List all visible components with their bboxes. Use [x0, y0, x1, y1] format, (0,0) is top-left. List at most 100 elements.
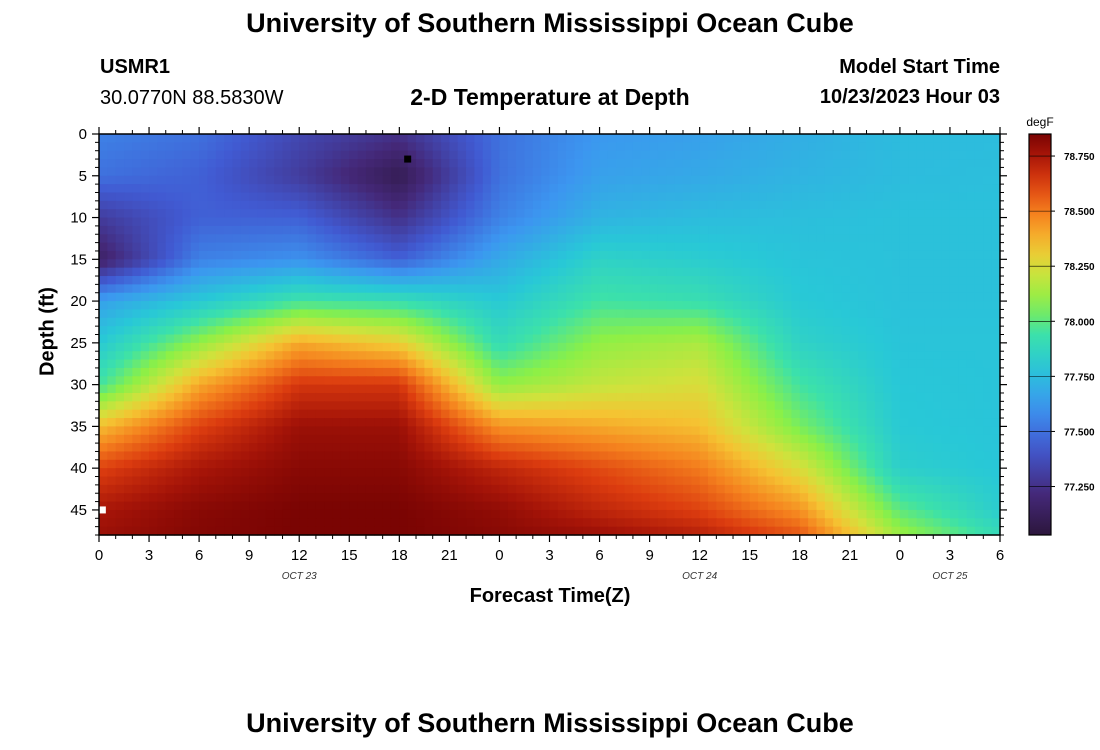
heatmap-cell — [115, 451, 125, 461]
heatmap-cell — [916, 434, 926, 444]
heatmap-cell — [716, 359, 726, 369]
heatmap-cell — [833, 267, 843, 277]
heatmap-cell — [866, 342, 876, 352]
heatmap-cell — [866, 351, 876, 361]
heatmap-cell — [182, 359, 192, 369]
heatmap-cell — [733, 384, 742, 394]
heatmap-cell — [808, 242, 818, 252]
heatmap-cell — [883, 426, 893, 436]
heatmap-cell — [958, 284, 968, 294]
heatmap-cell — [307, 409, 317, 419]
heatmap-cell — [365, 418, 375, 427]
heatmap-cell — [632, 476, 642, 486]
heatmap-cell — [282, 326, 292, 336]
heatmap-cell — [674, 150, 684, 160]
heatmap-cell — [858, 334, 868, 344]
heatmap-cell — [808, 409, 818, 419]
heatmap-cell — [374, 267, 384, 277]
heatmap-cell — [257, 501, 267, 511]
heatmap-cell — [457, 484, 467, 494]
heatmap-cell — [916, 351, 926, 361]
heatmap-cell — [307, 493, 317, 503]
heatmap-cell — [524, 443, 534, 453]
heatmap-cell — [958, 234, 968, 244]
heatmap-cell — [833, 159, 843, 169]
heatmap-cell — [232, 518, 242, 528]
heatmap-cell — [99, 159, 108, 169]
heatmap-cell — [941, 167, 951, 177]
heatmap-cell — [282, 276, 292, 285]
heatmap-cell — [382, 267, 392, 277]
heatmap-cell — [357, 301, 367, 311]
heatmap-cell — [666, 250, 676, 260]
heatmap-cell — [716, 200, 726, 210]
heatmap-cell — [299, 184, 309, 194]
heatmap-cell — [324, 493, 334, 503]
heatmap-cell — [816, 501, 826, 511]
heatmap-cell — [315, 476, 325, 486]
heatmap-cell — [741, 301, 751, 311]
heatmap-cell — [349, 134, 359, 143]
heatmap-cell — [524, 209, 534, 219]
heatmap-cell — [641, 234, 651, 244]
heatmap-cell — [499, 418, 509, 427]
heatmap-cell — [349, 217, 359, 227]
heatmap-cell — [941, 376, 951, 386]
heatmap-cell — [557, 509, 567, 519]
heatmap-cell — [441, 142, 450, 152]
heatmap-cell — [165, 501, 175, 511]
heatmap-cell — [124, 468, 133, 478]
heatmap-cell — [733, 267, 742, 277]
heatmap-cell — [174, 301, 184, 311]
heatmap-cell — [491, 301, 501, 311]
heatmap-cell — [399, 301, 409, 311]
heatmap-cell — [816, 225, 826, 235]
heatmap-cell — [874, 309, 884, 319]
heatmap-cell — [891, 150, 901, 160]
heatmap-cell — [340, 317, 350, 327]
heatmap-cell — [115, 292, 125, 302]
heatmap-cell — [816, 342, 826, 352]
heatmap-cell — [958, 209, 968, 219]
heatmap-cell — [549, 276, 559, 285]
heatmap-cell — [841, 134, 851, 143]
heatmap-cell — [941, 234, 951, 244]
heatmap-cell — [758, 501, 767, 511]
heatmap-cell — [374, 250, 384, 260]
heatmap-cell — [157, 468, 167, 478]
heatmap-cell — [883, 418, 893, 427]
heatmap-cell — [257, 142, 267, 152]
heatmap-cell — [632, 367, 642, 377]
heatmap-cell — [874, 426, 884, 436]
heatmap-cell — [232, 367, 242, 377]
heatmap-cell — [516, 376, 526, 386]
heatmap-cell — [924, 150, 934, 160]
heatmap-cell — [482, 192, 492, 202]
heatmap-cell — [557, 159, 567, 169]
heatmap-cell — [607, 509, 617, 519]
heatmap-cell — [724, 326, 734, 336]
heatmap-cell — [432, 409, 442, 419]
heatmap-cell — [365, 200, 375, 210]
heatmap-cell — [874, 217, 884, 227]
heatmap-cell — [424, 317, 434, 327]
heatmap-cell — [307, 150, 317, 160]
heatmap-cell — [549, 418, 559, 427]
heatmap-cell — [791, 200, 801, 210]
heatmap-cell — [441, 484, 450, 494]
heatmap-cell — [107, 518, 117, 528]
heatmap-cell — [365, 392, 375, 402]
heatmap-cell — [774, 351, 784, 361]
heatmap-cell — [449, 276, 459, 285]
heatmap-cell — [916, 259, 926, 269]
heatmap-cell — [591, 150, 601, 160]
heatmap-cell — [324, 334, 334, 344]
heatmap-cell — [190, 284, 200, 294]
heatmap-cell — [474, 509, 484, 519]
heatmap-cell — [466, 142, 476, 152]
heatmap-cell — [249, 392, 259, 402]
heatmap-cell — [274, 301, 284, 311]
heatmap-cell — [357, 501, 367, 511]
heatmap-cell — [441, 209, 450, 219]
heatmap-cell — [224, 409, 234, 419]
